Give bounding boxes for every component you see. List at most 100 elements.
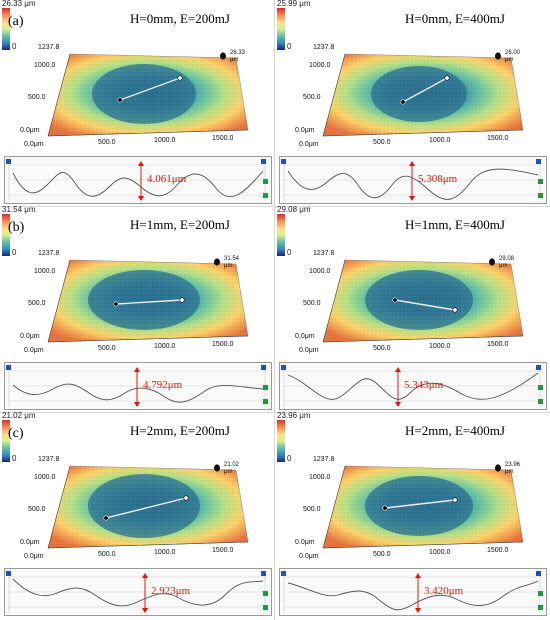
row-divider bbox=[0, 206, 550, 207]
cursor-marker bbox=[538, 385, 543, 390]
peak-marker bbox=[214, 464, 220, 472]
peak-unit: μm bbox=[224, 263, 233, 269]
peak-value: 29.08 bbox=[499, 256, 515, 262]
y-axis-tick: 1000.0 bbox=[34, 474, 56, 481]
profile-section-line bbox=[119, 77, 181, 101]
panel-title: H=1mm, E=200mJ bbox=[130, 217, 230, 232]
peak-marker bbox=[495, 464, 501, 472]
section-marker bbox=[452, 497, 458, 503]
panel-letter: (a) bbox=[8, 14, 24, 29]
cursor-marker bbox=[263, 179, 268, 184]
x-axis-tick: 1000.0 bbox=[429, 343, 451, 350]
surface-panel: 31.54 μm 0 (b) H=1mm, E=200mJ bbox=[0, 205, 275, 412]
cursor-marker bbox=[263, 399, 268, 404]
depth-profile-plot: 4.061μm bbox=[4, 156, 272, 204]
cursor-marker bbox=[538, 591, 543, 596]
y-axis-tick: 500.0 bbox=[28, 94, 46, 101]
peak-label: 23.96 μm bbox=[505, 462, 520, 476]
y-axis-top-label: 1237.8 bbox=[38, 44, 60, 51]
y-axis-top-label: 1237.8 bbox=[38, 456, 60, 463]
profile-curve bbox=[287, 372, 539, 400]
surface-render bbox=[322, 258, 524, 343]
depth-value-label: 3.420μm bbox=[424, 585, 464, 597]
color-scale-bar bbox=[2, 214, 10, 256]
y-axis-tick: 500.0 bbox=[303, 506, 321, 513]
x-axis-tick: 1500.0 bbox=[212, 341, 234, 348]
surface-3d-plot: 1237.8 1000.0 500.0 0.0μm 0.0μm 500.0 10… bbox=[20, 44, 250, 148]
y-axis-tick: 0.0μm bbox=[295, 539, 315, 546]
depth-value-label: 2.923μm bbox=[151, 585, 191, 597]
surface-render bbox=[47, 464, 249, 549]
x-axis-tick: 500.0 bbox=[373, 345, 391, 352]
x-axis-tick: 0.0μm bbox=[299, 347, 319, 354]
surface-render bbox=[322, 464, 524, 549]
scale-min-label: 0 bbox=[12, 454, 17, 463]
surface-panel: 25.99 μm 0 H=0mm, E=400mJ bbox=[275, 0, 550, 206]
x-axis-tick: 500.0 bbox=[98, 345, 116, 352]
peak-label: 21.02 μm bbox=[224, 462, 239, 476]
profile-section-line bbox=[394, 299, 456, 311]
profile-curve bbox=[12, 170, 264, 198]
x-axis-tick: 0.0μm bbox=[24, 553, 44, 560]
panel-letter: (c) bbox=[8, 426, 24, 441]
color-scale-bar bbox=[2, 420, 10, 462]
peak-unit: μm bbox=[230, 57, 239, 63]
panel-title: H=0mm, E=400mJ bbox=[405, 11, 505, 26]
y-axis-top-label: 1237.8 bbox=[313, 44, 335, 51]
depth-value-label: 4.061μm bbox=[147, 173, 187, 185]
depth-value-label: 4.792μm bbox=[143, 379, 183, 391]
cursor-marker bbox=[281, 571, 286, 576]
y-axis-tick: 0.0μm bbox=[295, 333, 315, 340]
section-marker bbox=[179, 297, 185, 303]
cursor-marker bbox=[281, 159, 286, 164]
x-axis-tick: 1000.0 bbox=[429, 137, 451, 144]
x-axis-tick: 500.0 bbox=[98, 551, 116, 558]
section-marker bbox=[183, 495, 189, 501]
surface-3d-plot: 1237.8 1000.0 500.0 0.0μm 0.0μm 500.0 10… bbox=[20, 456, 250, 560]
y-axis-tick: 500.0 bbox=[28, 506, 46, 513]
column-divider bbox=[274, 0, 275, 620]
peak-label: 31.54 μm bbox=[224, 256, 239, 270]
x-axis-tick: 0.0μm bbox=[24, 141, 44, 148]
section-marker bbox=[117, 97, 123, 103]
y-axis-tick: 500.0 bbox=[303, 94, 321, 101]
cursor-marker bbox=[536, 365, 541, 370]
y-axis-tick: 0.0μm bbox=[20, 333, 40, 340]
cursor-marker bbox=[6, 365, 11, 370]
y-axis-tick: 1000.0 bbox=[34, 268, 56, 275]
profile-section-line bbox=[384, 499, 456, 509]
x-axis-tick: 1000.0 bbox=[154, 343, 176, 350]
section-marker bbox=[113, 301, 119, 307]
depth-profile-plot: 4.792μm bbox=[4, 362, 272, 410]
section-marker bbox=[382, 505, 388, 511]
peak-marker bbox=[495, 52, 501, 60]
depth-profile-plot: 2.923μm bbox=[4, 568, 272, 616]
cursor-marker bbox=[538, 193, 543, 198]
depth-profile-plot: 5.308μm bbox=[279, 156, 547, 204]
surface-3d-plot: 1237.8 1000.0 500.0 0.0μm 0.0μm 500.0 10… bbox=[295, 44, 525, 148]
y-axis-tick: 1000.0 bbox=[34, 62, 56, 69]
x-axis-tick: 1500.0 bbox=[487, 135, 509, 142]
y-axis-tick: 0.0μm bbox=[295, 127, 315, 134]
surface-panel: 26.33 μm 0 (a) H=0mm, E=200mJ bbox=[0, 0, 275, 206]
cursor-marker bbox=[538, 179, 543, 184]
peak-marker bbox=[214, 258, 220, 266]
scale-max-label: 26.33 μm bbox=[2, 0, 36, 8]
x-axis-tick: 1500.0 bbox=[487, 547, 509, 554]
y-axis-tick: 1000.0 bbox=[309, 474, 331, 481]
peak-value: 21.02 bbox=[224, 462, 240, 468]
x-axis-tick: 0.0μm bbox=[24, 347, 44, 354]
surface-3d-plot: 1237.8 1000.0 500.0 0.0μm 0.0μm 500.0 10… bbox=[295, 456, 525, 560]
cursor-marker bbox=[263, 385, 268, 390]
color-scale-bar bbox=[277, 214, 285, 256]
cursor-marker bbox=[538, 399, 543, 404]
peak-marker bbox=[220, 52, 226, 60]
peak-value: 26.00 bbox=[505, 50, 521, 56]
color-scale-bar bbox=[2, 8, 10, 50]
y-axis-top-label: 1237.8 bbox=[38, 250, 60, 257]
surface-render bbox=[47, 258, 249, 343]
scale-min-label: 0 bbox=[12, 248, 17, 257]
scale-min-label: 0 bbox=[12, 42, 17, 51]
panel-letter: (b) bbox=[8, 220, 25, 235]
